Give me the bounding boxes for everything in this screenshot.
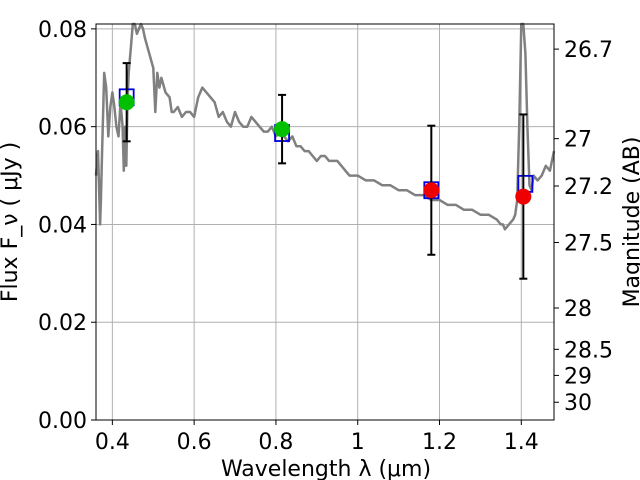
mag-tick-label: 28.5 [564,338,613,363]
x-tick-label: 1 [351,430,365,455]
y2-axis-label: Magnitude (AB) [620,137,640,308]
y-tick-label: 0.06 [38,116,87,141]
tick-labels: 0.4 0.6 0.8 1 1.2 1.4 0.00 0.02 0.04 0.06 0.08 26.7… [38,18,613,455]
tick-marks [91,28,559,425]
grid [96,24,554,421]
x-tick-label: 0.6 [177,430,212,455]
observed-point [118,94,135,111]
mag-tick-label: 30 [564,391,592,416]
mag-tick-label: 29 [564,364,592,389]
y-tick-label: 0.02 [38,311,87,336]
observed-point [423,182,440,199]
y-tick-label: 0.00 [38,409,87,434]
data-marks [118,62,534,280]
x-tick-label: 0.8 [258,430,293,455]
observed-point [274,121,291,138]
mag-tick-label: 28 [564,297,592,322]
mag-tick-label: 27.5 [564,231,613,256]
x-tick-label: 1.2 [422,430,457,455]
y-tick-label: 0.08 [38,18,87,43]
observed-point [515,188,532,205]
x-tick-label: 1.4 [504,430,539,455]
mag-tick-label: 26.7 [564,38,613,63]
mag-tick-label: 27 [564,128,592,153]
y-tick-label: 0.04 [38,213,87,238]
x-tick-label: 0.4 [95,430,130,455]
x-axis-label: Wavelength λ (μm) [221,457,431,480]
model-spectrum-line [94,22,556,231]
plot-frame [95,23,555,421]
mag-tick-label: 27.2 [564,175,613,200]
y-axis-label: Flux F_ν ( μJy ) [0,142,23,302]
